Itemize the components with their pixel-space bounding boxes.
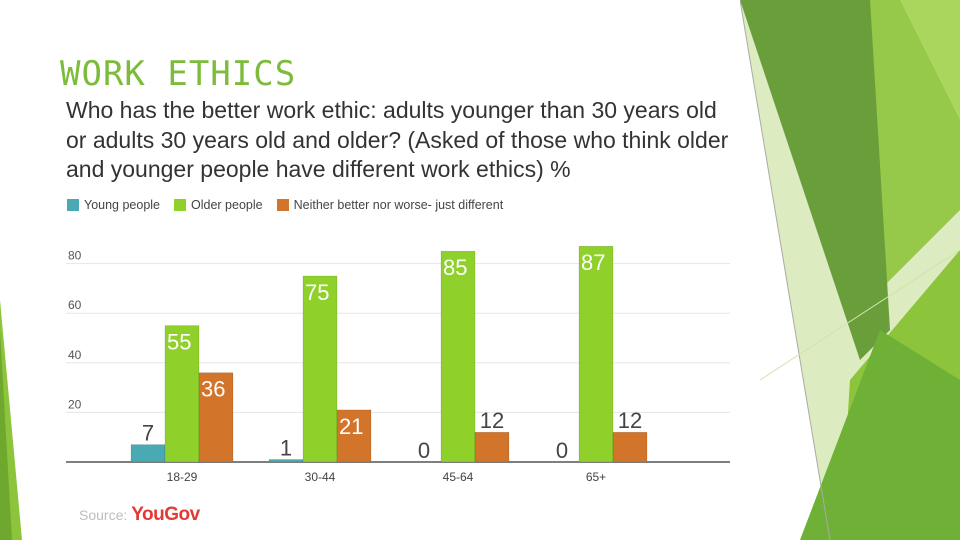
x-tick-label-2: 45-64 xyxy=(443,470,474,484)
data-label-older-1: 75 xyxy=(305,280,329,305)
legend-entry-older: Older people xyxy=(174,198,263,212)
chart-question: Who has the better work ethic: adults yo… xyxy=(66,97,729,182)
data-label-young-3: 0 xyxy=(556,438,568,463)
legend-entry-neither: Neither better nor worse- just different xyxy=(276,198,504,212)
legend-swatch-older xyxy=(174,199,187,211)
data-label-neither-3: 12 xyxy=(618,408,642,433)
bar-older-1 xyxy=(302,275,338,463)
y-tick-label-80: 80 xyxy=(68,249,82,263)
legend-label-neither: Neither better nor worse- just different xyxy=(293,198,504,212)
x-tick-label-1: 30-44 xyxy=(305,470,336,484)
x-tick-label-3: 65+ xyxy=(586,470,606,484)
data-label-neither-0: 36 xyxy=(201,377,225,402)
data-label-older-2: 85 xyxy=(443,255,467,280)
legend-entry-young: Young people xyxy=(67,198,160,212)
bar-young-0 xyxy=(130,444,166,463)
bar-neither-3 xyxy=(612,431,648,463)
source-label: Source: xyxy=(79,507,128,523)
y-tick-label-60: 60 xyxy=(68,298,82,312)
bar-neither-2 xyxy=(474,431,510,463)
x-tick-label-0: 18-29 xyxy=(167,470,198,484)
legend-swatch-young xyxy=(67,199,79,211)
y-tick-label-40: 40 xyxy=(68,348,82,362)
data-label-young-0: 7 xyxy=(142,421,154,446)
data-label-neither-2: 12 xyxy=(480,408,504,433)
legend-swatch-neither xyxy=(276,199,289,211)
bar-older-2 xyxy=(440,250,476,463)
y-tick-label-20: 20 xyxy=(68,397,82,411)
legend-label-young: Young people xyxy=(84,198,161,212)
bar-neither-0 xyxy=(198,372,234,463)
data-label-older-3: 87 xyxy=(581,250,605,275)
data-label-young-2: 0 xyxy=(418,438,430,463)
legend-label-older: Older people xyxy=(191,198,263,212)
bar-neither-1 xyxy=(336,409,372,463)
yougov-logo: YouGov xyxy=(131,504,200,525)
data-label-young-1: 1 xyxy=(280,436,292,461)
slide-title: WORK ETHICS xyxy=(60,54,297,94)
chart-legend: Young people Older people Neither better… xyxy=(67,198,517,212)
data-label-neither-1: 21 xyxy=(339,414,363,439)
data-label-older-0: 55 xyxy=(167,330,191,355)
bar-older-3 xyxy=(578,245,614,463)
source-credit: Source: YouGov xyxy=(79,504,200,526)
